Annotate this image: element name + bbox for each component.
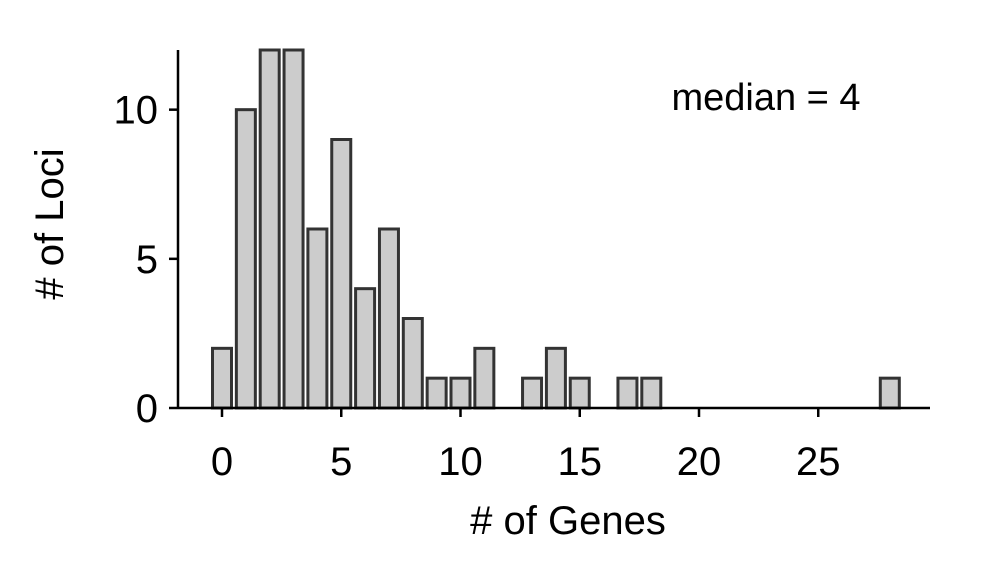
bar [521, 376, 544, 410]
median-annotation: median = 4 [671, 77, 860, 119]
bar [377, 227, 400, 410]
bar [568, 376, 591, 410]
x-tick-label: 0 [211, 440, 233, 484]
bar [616, 376, 639, 410]
bar [306, 227, 329, 410]
bar [449, 376, 472, 410]
bar [282, 48, 305, 410]
x-tick-label: 15 [558, 440, 603, 484]
bar [401, 317, 424, 410]
x-tick-label: 20 [677, 440, 722, 484]
y-tick-label: 10 [114, 89, 159, 133]
bar [234, 108, 257, 410]
bar [473, 346, 496, 410]
bar [354, 287, 377, 410]
bar [878, 376, 901, 410]
bar [330, 138, 353, 410]
bar [211, 346, 233, 410]
y-ticks: 0 5 10 [114, 89, 178, 431]
y-tick-label: 0 [136, 387, 158, 431]
y-tick-label: 5 [136, 238, 158, 282]
bars-group [211, 48, 901, 410]
bar [544, 346, 567, 410]
x-tick-label: 10 [438, 440, 483, 484]
bar [425, 376, 448, 410]
x-tick-label: 5 [330, 440, 352, 484]
bar [640, 376, 663, 410]
x-tick-label: 25 [796, 440, 841, 484]
bar [258, 48, 281, 410]
x-ticks: 0 5 10 15 20 25 [211, 408, 841, 484]
x-axis-label: # of Genes [470, 499, 666, 543]
y-axis-label: # of Loci [28, 148, 72, 299]
